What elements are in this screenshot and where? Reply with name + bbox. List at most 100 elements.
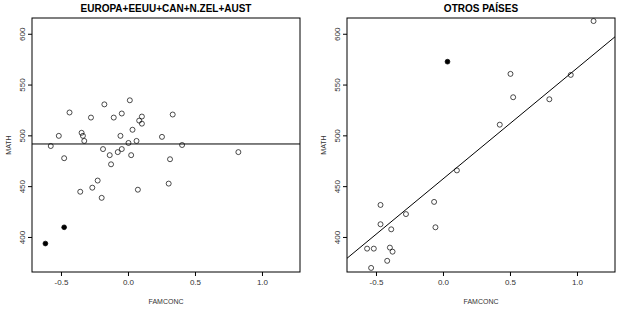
y-tick-label: 450	[333, 179, 342, 193]
x-tick	[128, 272, 129, 276]
point	[508, 71, 513, 76]
y-tick	[343, 186, 347, 187]
x-tick	[510, 272, 511, 276]
point	[80, 133, 85, 138]
point	[497, 122, 502, 127]
point	[95, 178, 100, 183]
y-tick-label: 550	[18, 78, 27, 92]
point	[432, 199, 437, 204]
point	[118, 133, 123, 138]
y-axis-label: MATH	[5, 135, 12, 154]
point	[99, 195, 104, 200]
point	[111, 115, 116, 120]
x-axis-label: FAMCONC	[464, 298, 499, 305]
title: OTROS PAÍSES	[444, 2, 519, 14]
point	[511, 95, 516, 100]
x-tick-label: 0.0	[123, 278, 135, 287]
y-tick	[28, 34, 32, 35]
point	[445, 59, 450, 64]
y-tick	[28, 85, 32, 86]
panel: OTROS PAÍSES-0.50.00.51.0400450500550600…	[320, 2, 615, 305]
regression-line	[347, 37, 615, 258]
y-tick	[343, 237, 347, 238]
point	[109, 162, 114, 167]
point	[547, 97, 552, 102]
point	[433, 225, 438, 230]
point	[130, 127, 135, 132]
x-tick-label: 0.5	[190, 278, 202, 287]
y-tick-label: 500	[18, 129, 27, 143]
y-tick	[28, 237, 32, 238]
plot-area	[32, 98, 300, 246]
x-tick	[376, 272, 377, 276]
point	[168, 157, 173, 162]
plot-frame	[347, 18, 615, 272]
x-tick	[262, 272, 263, 276]
point	[365, 246, 370, 251]
point	[56, 133, 61, 138]
point	[62, 225, 67, 230]
point	[126, 140, 131, 145]
y-tick-label: 450	[18, 179, 27, 193]
y-tick	[343, 135, 347, 136]
point	[389, 227, 394, 232]
point	[170, 112, 175, 117]
y-tick	[28, 186, 32, 187]
point	[119, 111, 124, 116]
y-axis-label: MATH	[320, 135, 327, 154]
point	[591, 19, 596, 24]
point	[90, 185, 95, 190]
point	[88, 115, 93, 120]
y-tick-label: 400	[333, 230, 342, 244]
y-tick-label: 500	[333, 129, 342, 143]
regression-line	[32, 143, 300, 144]
point	[67, 110, 72, 115]
point	[166, 181, 171, 186]
x-tick-label: 0.5	[505, 278, 517, 287]
title: EUROPA+EEUU+CAN+N.ZEL+AUST	[81, 3, 252, 14]
y-tick	[343, 85, 347, 86]
y-tick-label: 400	[18, 230, 27, 244]
point	[102, 102, 107, 107]
x-tick-label: -0.5	[55, 278, 69, 287]
point	[101, 147, 106, 152]
y-tick-label: 600	[333, 27, 342, 41]
y-tick	[28, 135, 32, 136]
panel: EUROPA+EEUU+CAN+N.ZEL+AUST -0.5 0.0 0.5 1.0 4…	[5, 3, 300, 305]
point	[390, 249, 395, 254]
point	[129, 153, 134, 158]
point	[119, 147, 124, 152]
x-tick	[61, 272, 62, 276]
x-tick	[195, 272, 196, 276]
x-tick-label: 1.0	[572, 278, 584, 287]
point	[378, 222, 383, 227]
figure: EUROPA+EEUU+CAN+N.ZEL+AUST -0.5 0.0 0.5 1.0 4…	[0, 0, 630, 315]
point	[79, 130, 84, 135]
point	[139, 121, 144, 126]
point	[369, 265, 374, 270]
point	[385, 258, 390, 263]
point	[378, 202, 383, 207]
plot-area	[347, 19, 615, 271]
point	[127, 98, 132, 103]
x-tick-label: -0.5	[370, 278, 384, 287]
point	[180, 143, 185, 148]
x-tick	[577, 272, 578, 276]
point	[135, 187, 140, 192]
point	[107, 153, 112, 158]
point	[82, 138, 87, 143]
point	[139, 114, 144, 119]
point	[43, 241, 48, 246]
point	[403, 212, 408, 217]
point	[78, 189, 83, 194]
x-axis-label: FAMCONC	[149, 298, 184, 305]
y-tick	[343, 34, 347, 35]
point	[371, 246, 376, 251]
y-tick-label: 600	[18, 27, 27, 41]
point	[134, 138, 139, 143]
point	[159, 134, 164, 139]
plot-frame	[32, 18, 300, 272]
x-tick-label: 0.0	[438, 278, 450, 287]
x-tick	[443, 272, 444, 276]
x-tick-label: 1.0	[257, 278, 269, 287]
